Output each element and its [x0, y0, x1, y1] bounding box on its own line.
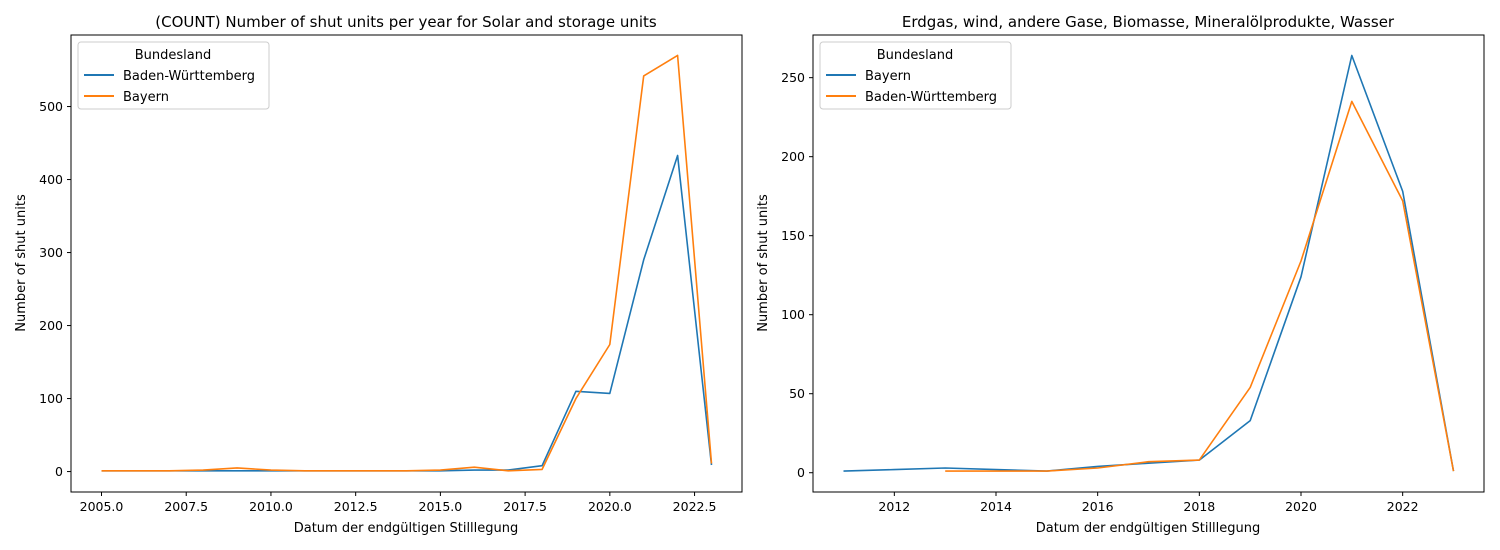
left-chart-x-tick-label-2: 2010.0	[249, 499, 293, 514]
right-chart-x-tick-label-2: 2016	[1082, 499, 1114, 514]
left-chart-y-ticks: 0 100 200 300 400 500	[39, 99, 71, 479]
right-chart-x-tick-label-5: 2022	[1387, 499, 1419, 514]
right-chart-y-axis-label: Number of shut units	[756, 194, 771, 332]
left-chart-x-tick-label-0: 2005.0	[80, 499, 124, 514]
left-chart-x-axis-label: Datum der endgültigen Stilllegung	[294, 521, 519, 536]
right-chart: Erdgas, wind, andere Gase, Biomasse, Min…	[756, 13, 1485, 536]
left-chart-y-tick-label-0: 0	[55, 464, 63, 479]
left-chart-x-tick-label-4: 2015.0	[419, 499, 463, 514]
left-chart: (COUNT) Number of shut units per year fo…	[14, 13, 743, 536]
right-chart-y-tick-label-5: 250	[781, 70, 805, 85]
left-chart-y-tick-label-1: 100	[39, 391, 63, 406]
left-chart-y-axis-label: Number of shut units	[14, 194, 29, 332]
left-chart-legend-box	[77, 41, 270, 110]
left-chart-x-tick-label-1: 2007.5	[164, 499, 208, 514]
left-chart-legend-title: Bundesland	[135, 48, 212, 63]
left-chart-title: (COUNT) Number of shut units per year fo…	[155, 13, 657, 31]
right-chart-series-line-0	[843, 54, 1455, 472]
right-chart-y-tick-label-0: 0	[797, 465, 805, 480]
left-chart-y-tick-label-4: 400	[39, 172, 63, 187]
right-chart-x-tick-label-3: 2018	[1183, 499, 1215, 514]
right-chart-x-tick-label-0: 2012	[878, 499, 910, 514]
left-chart-legend-label-1: Bayern	[123, 90, 169, 105]
right-chart-x-tick-label-1: 2014	[980, 499, 1012, 514]
right-chart-legend-title: Bundesland	[877, 48, 954, 63]
right-chart-series-layer	[843, 54, 1455, 472]
right-chart-legend-box	[819, 41, 1012, 110]
left-chart-legend-label-0: Baden-Württemberg	[123, 69, 255, 84]
left-chart-x-tick-label-6: 2020.0	[588, 499, 632, 514]
right-chart-y-ticks: 0 50 100 150 200 250	[781, 70, 813, 480]
left-chart-plot-frame	[70, 34, 743, 493]
right-chart-title: Erdgas, wind, andere Gase, Biomasse, Min…	[902, 13, 1395, 31]
left-chart-y-tick-label-5: 500	[39, 99, 63, 114]
right-chart-x-tick-label-4: 2020	[1285, 499, 1317, 514]
right-chart-plot-frame	[812, 34, 1485, 493]
right-chart-legend: Bundesland Bayern Baden-Württemberg	[819, 41, 1012, 110]
right-chart-x-axis-label: Datum der endgültigen Stilllegung	[1036, 521, 1261, 536]
right-chart-y-tick-label-4: 200	[781, 149, 805, 164]
left-chart-y-tick-label-3: 300	[39, 245, 63, 260]
right-chart-legend-label-1: Baden-Württemberg	[865, 90, 997, 105]
right-chart-y-tick-label-2: 100	[781, 307, 805, 322]
right-chart-legend-label-0: Bayern	[865, 69, 911, 84]
right-chart-y-tick-label-3: 150	[781, 228, 805, 243]
left-chart-x-ticks: 2005.0 2007.5 2010.0 2012.5 2015.0 2017.5 2020…	[80, 492, 717, 514]
left-chart-legend: Bundesland Baden-Württemberg Bayern	[77, 41, 270, 110]
left-chart-series-line-0	[101, 154, 713, 472]
left-chart-series-line-1	[101, 54, 713, 472]
left-chart-x-tick-label-7: 2022.5	[673, 499, 717, 514]
right-chart-y-tick-label-1: 50	[789, 386, 805, 401]
left-chart-y-tick-label-2: 200	[39, 318, 63, 333]
right-chart-series-line-1	[945, 100, 1455, 472]
left-chart-series-layer	[101, 54, 713, 472]
right-chart-x-ticks: 2012 2014 2016 2018 2020 2022	[878, 492, 1419, 514]
left-chart-x-tick-label-3: 2012.5	[334, 499, 378, 514]
left-chart-x-tick-label-5: 2017.5	[503, 499, 547, 514]
